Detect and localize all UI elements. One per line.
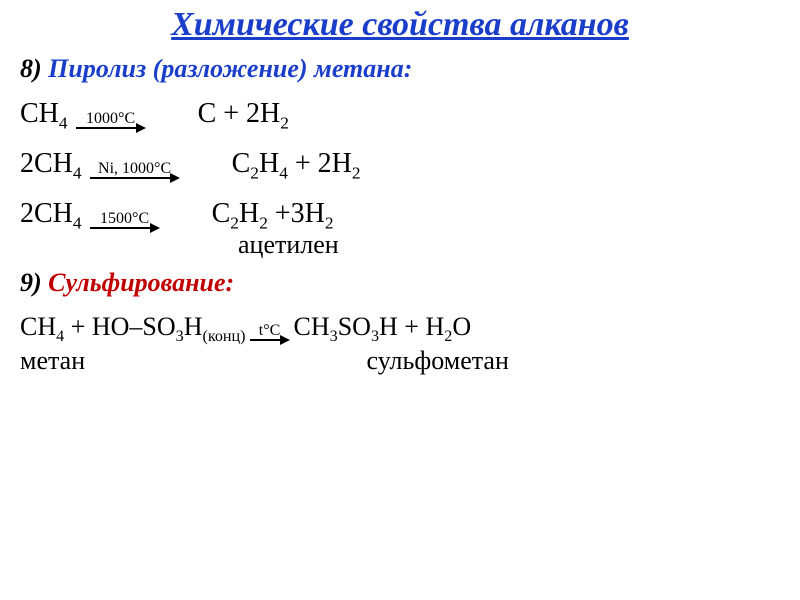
rxn4-arrow: t°C bbox=[250, 323, 290, 344]
rxn4-hoso: + HO–SO bbox=[64, 312, 175, 341]
rxn3-product-label-row: ацетилен bbox=[20, 230, 780, 260]
rxn2-tail: + 2H bbox=[288, 148, 352, 179]
rxn2-h-sub: 4 bbox=[279, 164, 288, 183]
section-8-name: Пиролиз (разложение) метана: bbox=[48, 54, 412, 83]
rxn3-lhs-base: 2CH bbox=[20, 198, 73, 229]
arrow-icon bbox=[90, 174, 180, 182]
rxn3-lhs-sub: 4 bbox=[73, 214, 82, 233]
rxn2-arrow: Ni, 1000°C bbox=[90, 161, 180, 182]
rxn1-lhs-sub: 4 bbox=[59, 114, 68, 133]
rxn1-arrow: 1000°C bbox=[76, 111, 146, 132]
rxn4-r-o: O bbox=[452, 312, 471, 341]
rxn4-r-ch: CH bbox=[294, 312, 330, 341]
rxn1-rhs: C + 2H2 bbox=[198, 98, 289, 130]
rxn4-phase: (конц) bbox=[202, 328, 245, 345]
rxn3-c: C bbox=[212, 198, 231, 229]
rxn2-tail-sub: 2 bbox=[352, 164, 361, 183]
rxn3-product-label: ацетилен bbox=[238, 230, 339, 259]
rxn2-c: C bbox=[232, 148, 251, 179]
page-title: Химические свойства алканов bbox=[20, 6, 780, 44]
section-9-number: 9) bbox=[20, 268, 42, 297]
rxn4-r-h: H + H bbox=[379, 312, 444, 341]
rxn4-left-label: метан bbox=[20, 346, 360, 376]
rxn4-lhs: CH4 + HO–SO3H(конц) bbox=[20, 312, 246, 342]
arrow-icon bbox=[250, 336, 290, 344]
rxn4-r-ch-sub: 3 bbox=[330, 328, 338, 345]
rxn2-lhs-base: 2CH bbox=[20, 148, 73, 179]
rxn4-r-so-sub: 3 bbox=[371, 328, 379, 345]
rxn4-h: H bbox=[184, 312, 203, 341]
rxn3-rhs: C2H2 +3H2 bbox=[212, 198, 334, 230]
section-8-number: 8) bbox=[20, 54, 42, 83]
rxn2-h: H bbox=[259, 148, 279, 179]
rxn4-ch-sub: 4 bbox=[56, 328, 64, 345]
arrow-icon bbox=[76, 124, 146, 132]
rxn2-c-sub: 2 bbox=[250, 164, 259, 183]
rxn2-lhs-sub: 4 bbox=[73, 164, 82, 183]
reaction-2: 2CH4 Ni, 1000°C C2H4 + 2H2 bbox=[20, 148, 780, 180]
reaction-1: CH4 1000°C C + 2H2 bbox=[20, 98, 780, 130]
reaction-4: CH4 + HO–SO3H(конц) t°C CH3SO3H + H2O bbox=[20, 312, 780, 342]
section-9-name: Сульфирование: bbox=[48, 268, 234, 297]
rxn4-so-sub: 3 bbox=[176, 328, 184, 345]
rxn4-r-so: SO bbox=[338, 312, 371, 341]
reaction-3: 2CH4 1500°C C2H2 +3H2 bbox=[20, 198, 780, 230]
rxn1-rhs-sub: 2 bbox=[280, 114, 289, 133]
rxn4-right-label: сульфометан bbox=[367, 346, 509, 375]
rxn3-arrow: 1500°C bbox=[90, 211, 160, 232]
rxn4-rhs: CH3SO3H + H2O bbox=[294, 312, 472, 342]
rxn1-rhs-base: C + 2H bbox=[198, 98, 281, 129]
rxn4-labels: метан сульфометан bbox=[20, 346, 780, 376]
section-8-heading: 8) Пиролиз (разложение) метана: bbox=[20, 54, 780, 84]
rxn3-lhs: 2CH4 bbox=[20, 198, 82, 230]
rxn1-lhs-base: CH bbox=[20, 98, 59, 129]
rxn2-lhs: 2CH4 bbox=[20, 148, 82, 180]
rxn4-ch: CH bbox=[20, 312, 56, 341]
rxn3-h: H bbox=[239, 198, 259, 229]
arrow-icon bbox=[90, 224, 160, 232]
rxn1-lhs: CH4 bbox=[20, 98, 68, 130]
rxn2-rhs: C2H4 + 2H2 bbox=[232, 148, 361, 180]
section-9-heading: 9) Сульфирование: bbox=[20, 268, 780, 298]
rxn3-tail: +3H bbox=[268, 198, 325, 229]
